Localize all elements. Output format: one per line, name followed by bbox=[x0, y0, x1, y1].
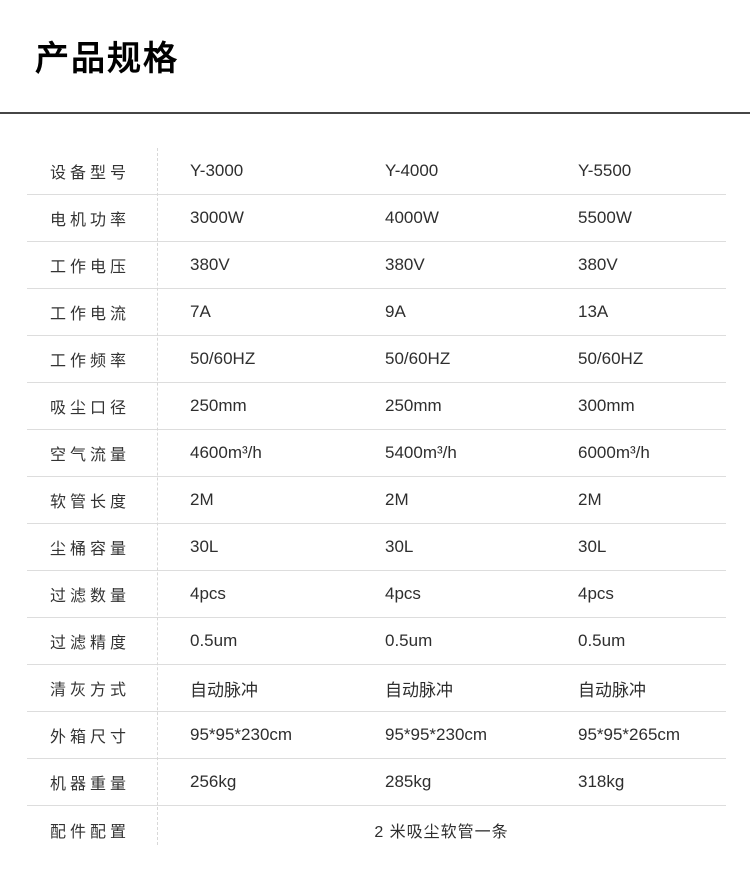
spec-value: 95*95*230cm bbox=[190, 725, 293, 744]
spec-value: 9A bbox=[385, 302, 406, 321]
spec-value: 4pcs bbox=[385, 584, 421, 603]
spec-value: 0.5um bbox=[578, 631, 626, 650]
spec-value: 30L bbox=[385, 537, 414, 556]
spec-value: 5500W bbox=[578, 208, 632, 227]
spec-value: 3000W bbox=[190, 208, 244, 227]
spec-value: 2M bbox=[578, 490, 602, 509]
spec-value: 4600m³/h bbox=[190, 443, 262, 462]
spec-value: 自动脉冲 bbox=[190, 680, 258, 700]
table-row: 软管长度 2M 2M 2M bbox=[27, 477, 726, 524]
table-row: 机器重量 256kg 285kg 318kg bbox=[27, 759, 726, 806]
spec-value: 30L bbox=[190, 537, 219, 556]
spec-label: 过滤精度 bbox=[50, 635, 131, 652]
table-row: 工作电流 7A 9A 13A bbox=[27, 289, 726, 336]
spec-value: 6000m³/h bbox=[578, 443, 650, 462]
table-row: 过滤精度 0.5um 0.5um 0.5um bbox=[27, 618, 726, 665]
spec-value: 50/60HZ bbox=[190, 349, 256, 368]
spec-label: 空气流量 bbox=[50, 447, 131, 464]
spec-value: 380V bbox=[578, 255, 618, 274]
spec-value: 30L bbox=[578, 537, 607, 556]
spec-value: 7A bbox=[190, 302, 211, 321]
table-row: 工作电压 380V 380V 380V bbox=[27, 242, 726, 289]
spec-value: 自动脉冲 bbox=[578, 680, 646, 700]
spec-label: 配件配置 bbox=[50, 823, 131, 841]
spec-label: 外箱尺寸 bbox=[50, 729, 131, 746]
spec-value: 250mm bbox=[385, 396, 442, 415]
spec-label: 工作频率 bbox=[50, 353, 131, 370]
spec-label: 吸尘口径 bbox=[50, 400, 131, 417]
table-row: 过滤数量 4pcs 4pcs 4pcs bbox=[27, 571, 726, 618]
spec-value: 2M bbox=[190, 490, 214, 509]
spec-label: 工作电流 bbox=[50, 306, 131, 323]
spec-value: 95*95*230cm bbox=[385, 725, 488, 744]
spec-label: 设备型号 bbox=[50, 165, 131, 182]
spec-label: 工作电压 bbox=[50, 259, 131, 276]
spec-value: 318kg bbox=[578, 772, 625, 791]
spec-value: 250mm bbox=[190, 396, 247, 415]
table-row: 空气流量 4600m³/h 5400m³/h 6000m³/h bbox=[27, 430, 726, 477]
table-row: 尘桶容量 30L 30L 30L bbox=[27, 524, 726, 571]
spec-value: Y-4000 bbox=[385, 161, 439, 180]
spec-value: 2M bbox=[385, 490, 409, 509]
spec-value: Y-3000 bbox=[190, 161, 244, 180]
spec-value: 300mm bbox=[578, 396, 635, 415]
spec-label: 过滤数量 bbox=[50, 588, 131, 605]
spec-value: 4000W bbox=[385, 208, 439, 227]
table-row: 吸尘口径 250mm 250mm 300mm bbox=[27, 383, 726, 430]
spec-value: 285kg bbox=[385, 772, 432, 791]
table-row-accessories: 配件配置 2 米吸尘软管一条 bbox=[27, 806, 726, 853]
spec-value: 95*95*265cm bbox=[578, 725, 681, 744]
spec-label: 电机功率 bbox=[50, 212, 131, 229]
spec-table: 设备型号 Y-3000 Y-4000 Y-5500 电机功率 3000W 400… bbox=[27, 148, 726, 853]
spec-value: 4pcs bbox=[190, 584, 226, 603]
spec-value: 0.5um bbox=[385, 631, 433, 650]
spec-label: 尘桶容量 bbox=[50, 541, 131, 558]
spec-value: 256kg bbox=[190, 772, 237, 791]
page-header: 产品规格 bbox=[0, 0, 750, 114]
spec-value: 0.5um bbox=[190, 631, 238, 650]
spec-value: 380V bbox=[385, 255, 425, 274]
spec-value: 50/60HZ bbox=[578, 349, 644, 368]
spec-label: 清灰方式 bbox=[50, 682, 131, 699]
column-divider bbox=[157, 148, 158, 845]
spec-value: Y-5500 bbox=[578, 161, 632, 180]
spec-value: 5400m³/h bbox=[385, 443, 457, 462]
spec-value: 50/60HZ bbox=[385, 349, 451, 368]
spec-value: 4pcs bbox=[578, 584, 614, 603]
table-row: 清灰方式 自动脉冲 自动脉冲 自动脉冲 bbox=[27, 665, 726, 712]
page-title: 产品规格 bbox=[35, 40, 179, 78]
spec-value-spanning: 2 米吸尘软管一条 bbox=[374, 823, 509, 841]
spec-value: 380V bbox=[190, 255, 230, 274]
spec-label: 机器重量 bbox=[50, 776, 131, 793]
table-row: 外箱尺寸 95*95*230cm 95*95*230cm 95*95*265cm bbox=[27, 712, 726, 759]
table-row: 电机功率 3000W 4000W 5500W bbox=[27, 195, 726, 242]
spec-label: 软管长度 bbox=[50, 494, 131, 511]
table-row: 工作频率 50/60HZ 50/60HZ 50/60HZ bbox=[27, 336, 726, 383]
spec-value: 自动脉冲 bbox=[385, 680, 453, 700]
spec-value: 13A bbox=[578, 302, 609, 321]
table-row: 设备型号 Y-3000 Y-4000 Y-5500 bbox=[27, 148, 726, 195]
